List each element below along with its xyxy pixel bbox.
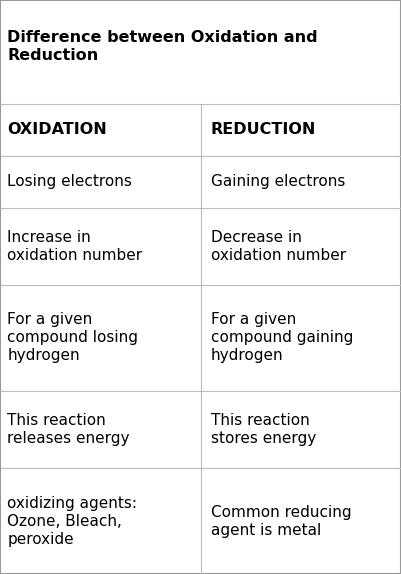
Text: REDUCTION: REDUCTION [211, 122, 316, 137]
Text: Gaining electrons: Gaining electrons [211, 174, 345, 189]
Text: This reaction
stores energy: This reaction stores energy [211, 413, 316, 446]
Text: Common reducing
agent is metal: Common reducing agent is metal [211, 505, 351, 537]
Text: For a given
compound gaining
hydrogen: For a given compound gaining hydrogen [211, 312, 353, 363]
Text: Difference between Oxidation and
Reduction: Difference between Oxidation and Reducti… [7, 30, 318, 63]
Text: OXIDATION: OXIDATION [7, 122, 107, 137]
Text: Decrease in
oxidation number: Decrease in oxidation number [211, 230, 346, 263]
Text: Losing electrons: Losing electrons [7, 174, 132, 189]
Text: This reaction
releases energy: This reaction releases energy [7, 413, 130, 446]
Text: oxidizing agents:
Ozone, Bleach,
peroxide: oxidizing agents: Ozone, Bleach, peroxid… [7, 495, 137, 546]
Text: For a given
compound losing
hydrogen: For a given compound losing hydrogen [7, 312, 138, 363]
Text: Increase in
oxidation number: Increase in oxidation number [7, 230, 142, 263]
